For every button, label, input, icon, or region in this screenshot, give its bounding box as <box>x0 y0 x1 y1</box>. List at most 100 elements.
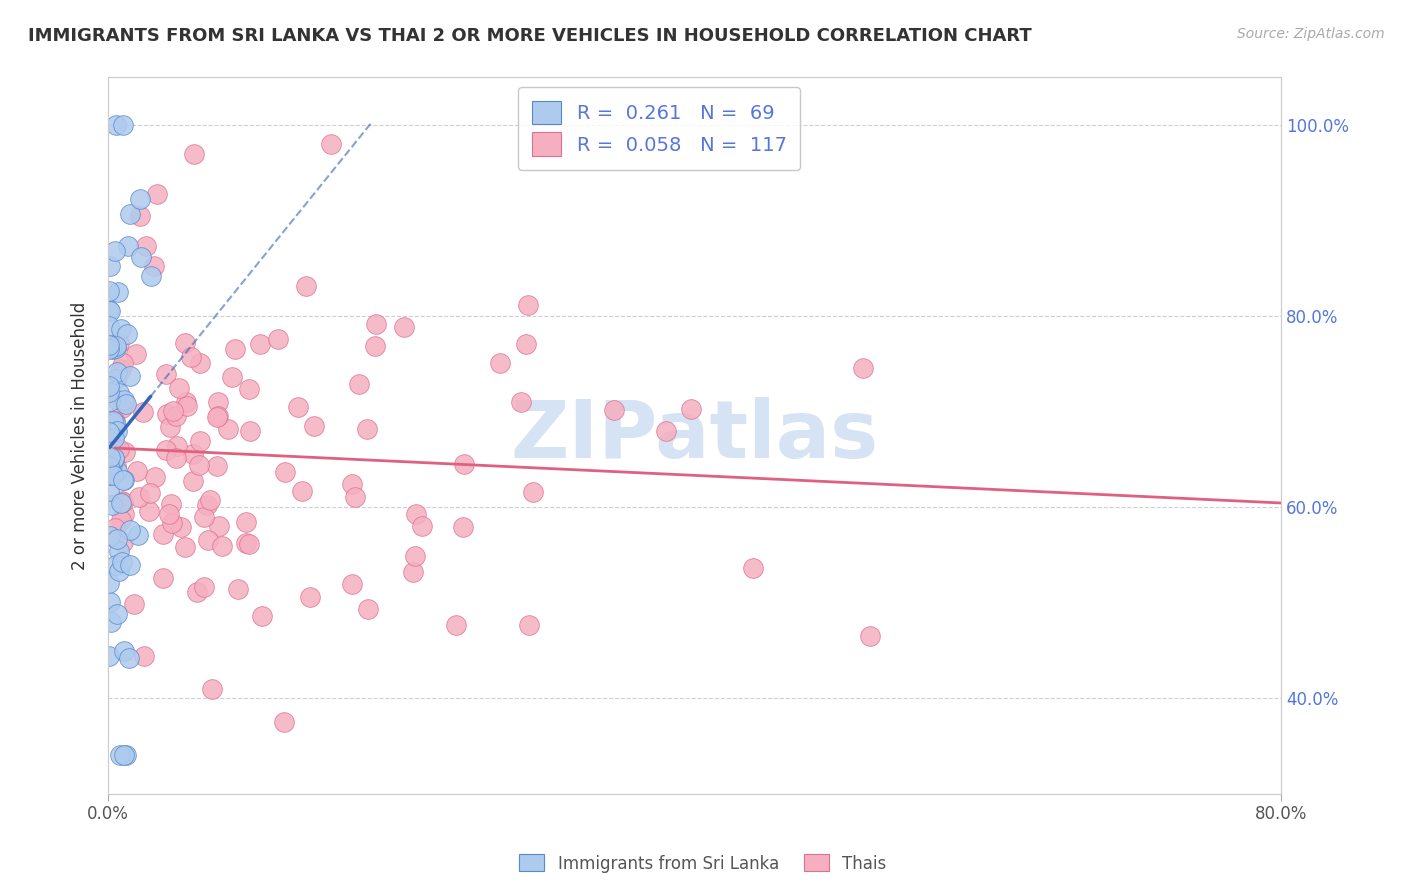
Point <box>207 410 229 425</box>
Point <box>392 319 415 334</box>
Point <box>98 303 121 318</box>
Point <box>117 239 139 253</box>
Point <box>207 394 229 409</box>
Point <box>114 445 136 459</box>
Point <box>120 558 142 573</box>
Point <box>98 259 121 273</box>
Text: IMMIGRANTS FROM SRI LANKA VS THAI 2 OR MORE VEHICLES IN HOUSEHOLD CORRELATION CH: IMMIGRANTS FROM SRI LANKA VS THAI 2 OR M… <box>28 27 1032 45</box>
Point <box>115 327 138 342</box>
Legend: Immigrants from Sri Lanka, Thais: Immigrants from Sri Lanka, Thais <box>513 847 893 880</box>
Point <box>522 485 544 500</box>
Point <box>129 251 152 265</box>
Point <box>108 336 131 351</box>
Point <box>104 244 127 258</box>
Point <box>98 529 121 543</box>
Point <box>655 424 678 438</box>
Point <box>453 520 475 534</box>
Point <box>103 451 125 466</box>
Point <box>98 318 121 333</box>
Point <box>128 210 150 224</box>
Point <box>105 607 128 621</box>
Point <box>108 748 131 763</box>
Point <box>101 343 124 357</box>
Point <box>155 367 177 381</box>
Point <box>98 337 121 351</box>
Point <box>132 648 155 663</box>
Point <box>111 356 134 370</box>
Point <box>181 447 204 461</box>
Point <box>98 384 121 399</box>
Point <box>111 494 134 508</box>
Point <box>104 440 127 454</box>
Point <box>110 496 132 510</box>
Point <box>340 576 363 591</box>
Point <box>155 442 177 457</box>
Point <box>224 343 246 357</box>
Point <box>193 580 215 594</box>
Point <box>122 598 145 612</box>
Point <box>135 238 157 252</box>
Point <box>143 470 166 484</box>
Point <box>98 484 121 499</box>
Point <box>160 497 183 511</box>
Point <box>239 424 262 438</box>
Point <box>104 521 127 535</box>
Point <box>402 566 425 580</box>
Point <box>101 467 124 482</box>
Point <box>128 490 150 504</box>
Point <box>98 425 121 440</box>
Point <box>166 439 188 453</box>
Point <box>146 187 169 202</box>
Point <box>679 401 702 416</box>
Point <box>98 342 121 356</box>
Point <box>291 483 314 498</box>
Point <box>183 147 205 161</box>
Point <box>235 536 257 550</box>
Point <box>105 118 128 132</box>
Point <box>516 298 538 312</box>
Point <box>112 396 135 410</box>
Point <box>197 533 219 547</box>
Point <box>105 558 128 572</box>
Point <box>363 339 385 353</box>
Point <box>125 346 148 360</box>
Point <box>100 498 122 512</box>
Point <box>132 405 155 419</box>
Point <box>98 648 121 663</box>
Point <box>98 575 121 590</box>
Point <box>156 407 179 421</box>
Text: ZIPatlas: ZIPatlas <box>510 397 879 475</box>
Point <box>101 414 124 428</box>
Point <box>357 601 380 615</box>
Point <box>98 460 121 475</box>
Point <box>165 409 187 423</box>
Point <box>295 279 318 293</box>
Point <box>108 442 131 457</box>
Point <box>217 422 239 436</box>
Point <box>298 591 321 605</box>
Point <box>453 457 475 471</box>
Point <box>118 651 141 665</box>
Point <box>98 394 121 409</box>
Point <box>235 515 257 529</box>
Point <box>125 464 148 478</box>
Point <box>108 564 131 578</box>
Point <box>238 536 260 550</box>
Point <box>115 748 138 763</box>
Point <box>118 524 141 538</box>
Point <box>111 495 134 509</box>
Point <box>273 715 295 730</box>
Point <box>366 317 388 331</box>
Point <box>510 395 533 409</box>
Point <box>187 458 209 472</box>
Point <box>115 397 138 411</box>
Point <box>201 681 224 696</box>
Point <box>162 403 184 417</box>
Point <box>104 372 127 386</box>
Point <box>404 549 426 563</box>
Point <box>287 400 309 414</box>
Text: Source: ZipAtlas.com: Source: ZipAtlas.com <box>1237 27 1385 41</box>
Point <box>267 333 290 347</box>
Point <box>98 450 121 464</box>
Point <box>198 492 221 507</box>
